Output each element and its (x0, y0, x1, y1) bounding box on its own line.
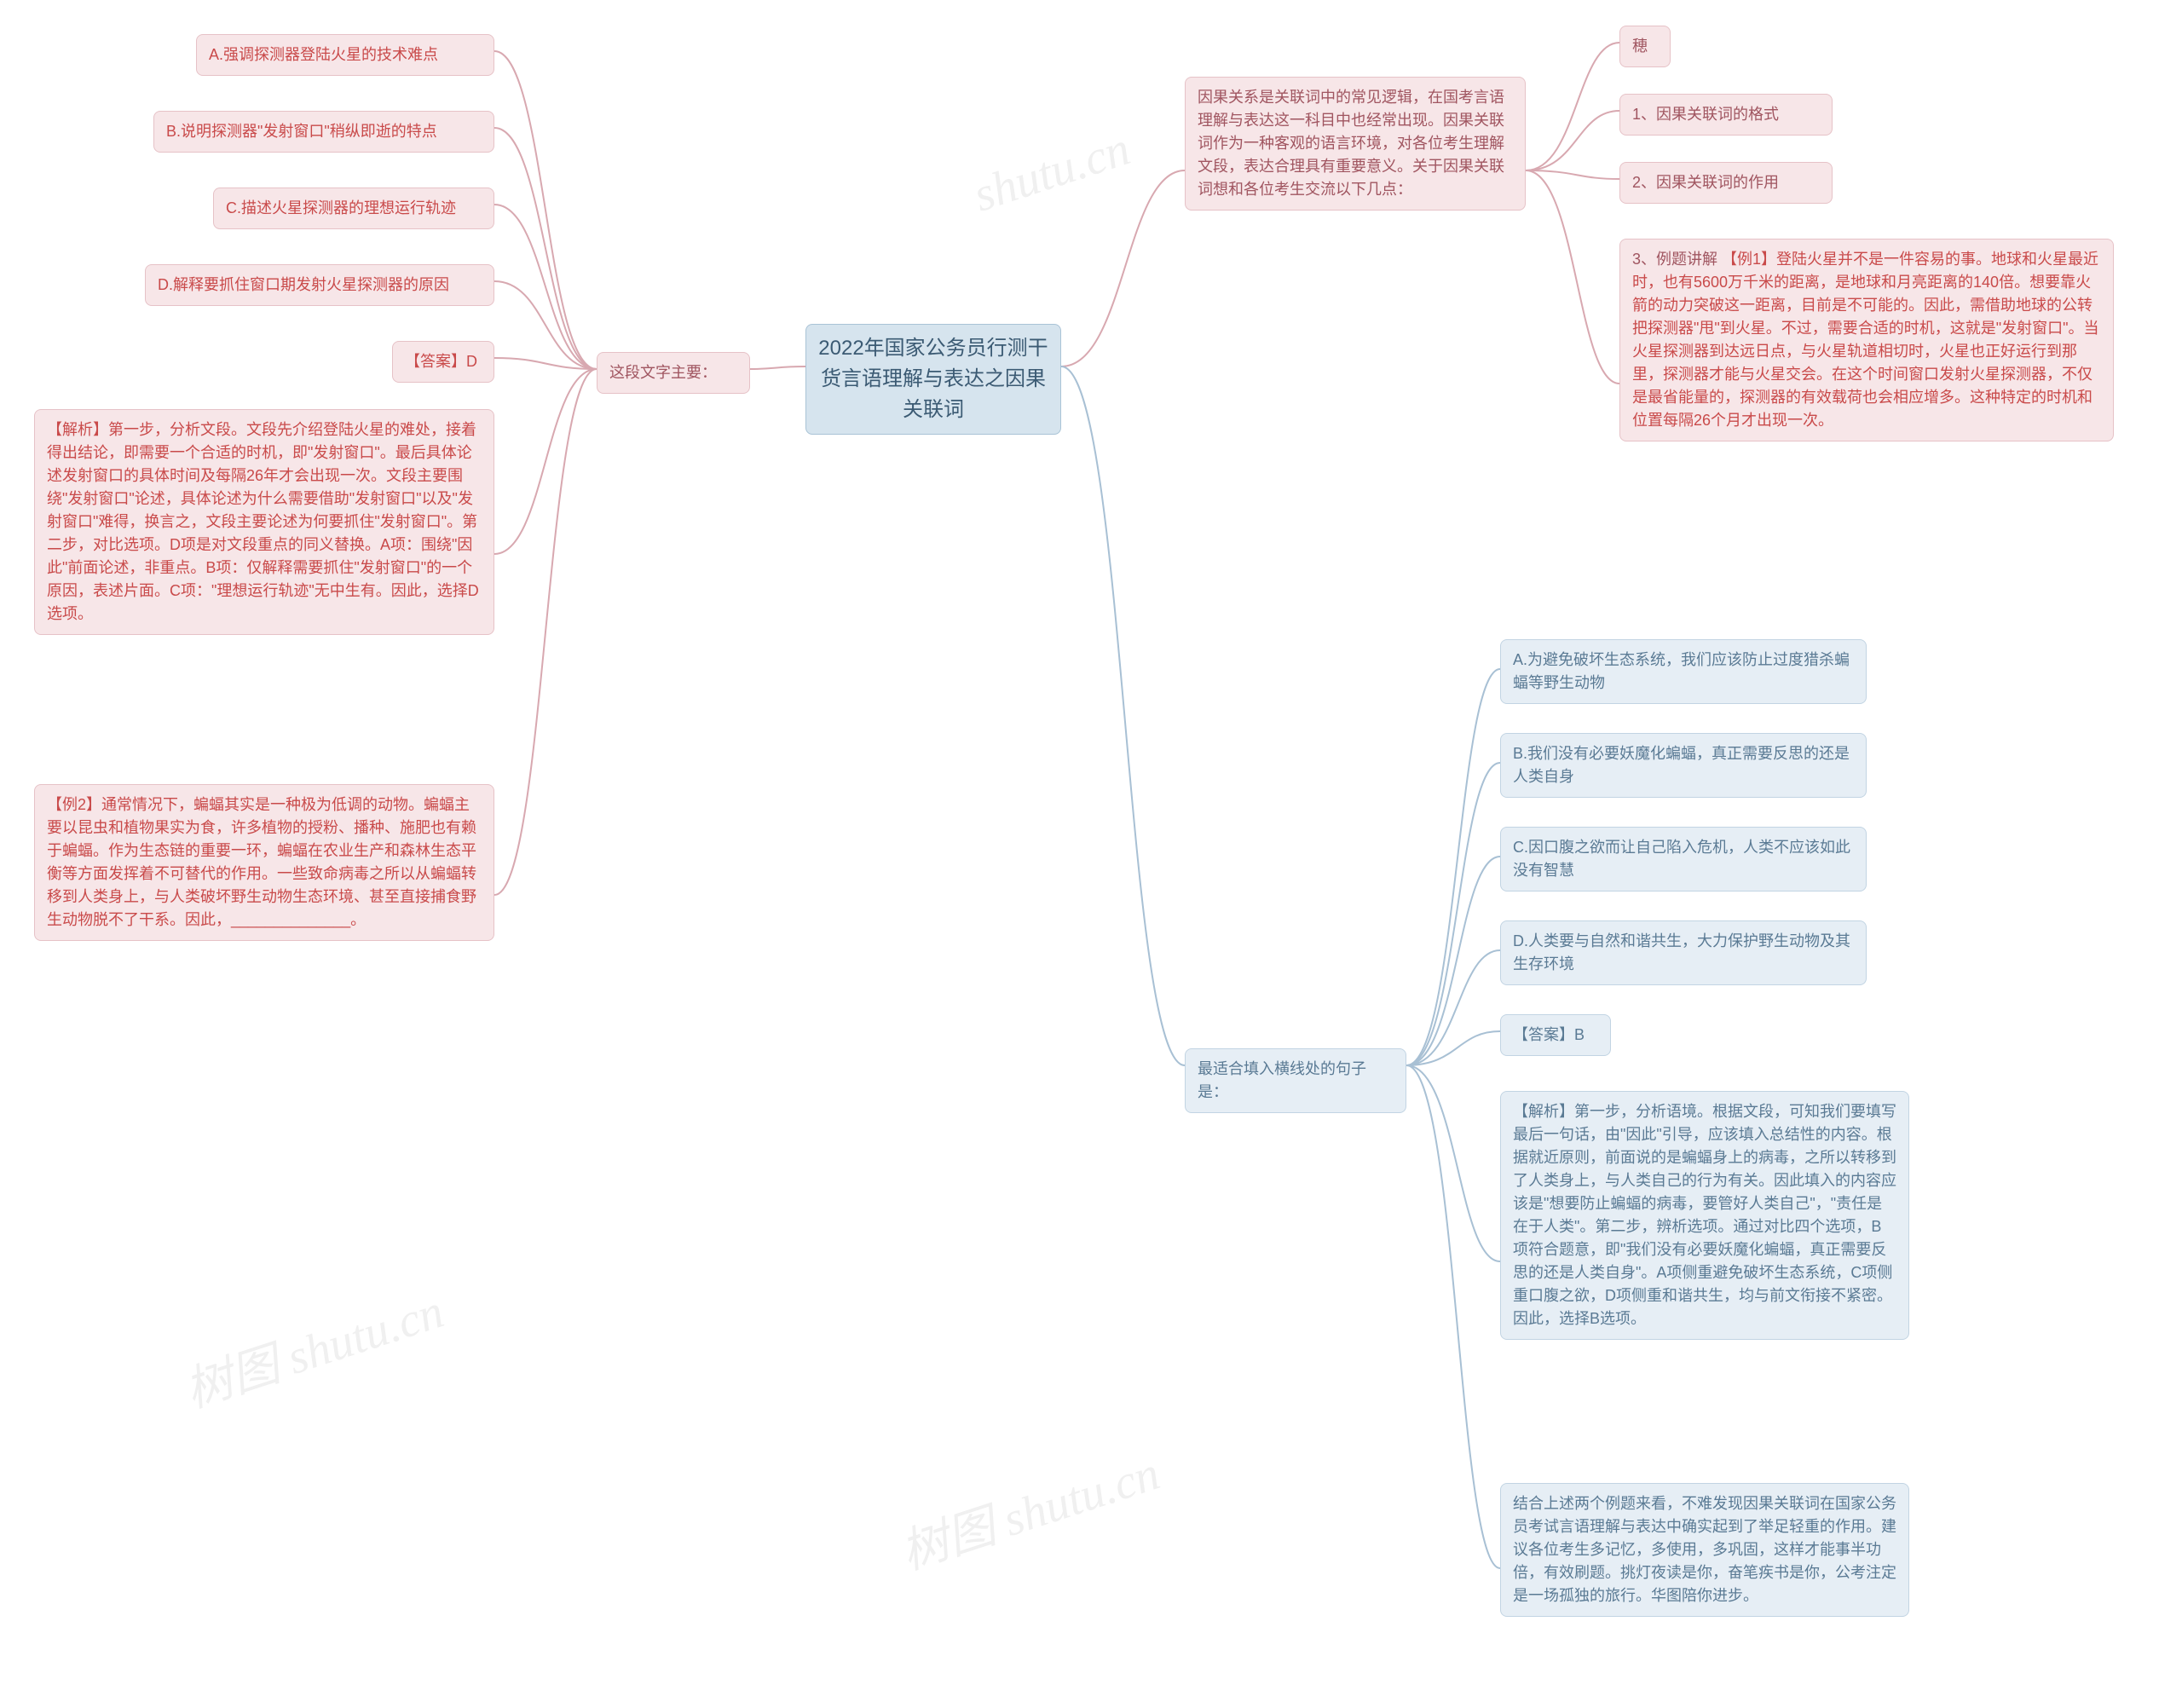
analysis-1: 【解析】第一步，分析文段。文段先介绍登陆火星的难处，接着得出结论，即需要一个合适… (34, 409, 494, 635)
opt2-d: D.人类要与自然和谐共生，大力保护野生动物及其生存环境 (1500, 920, 1867, 985)
ans-d: 【答案】D (392, 341, 494, 383)
watermark: 树图 shutu.cn (175, 1272, 451, 1421)
right-child-1: 穂 (1619, 26, 1671, 67)
right-child-4: 3、例题讲解 【例1】登陆火星并不是一件容易的事。地球和火星最近时，也有5600… (1619, 239, 2114, 441)
opt-b: B.说明探测器"发射窗口"稍纵即逝的特点 (153, 111, 494, 153)
watermark: shutu.cn (967, 121, 1137, 222)
example-2: 【例2】通常情况下，蝙蝠其实是一种极为低调的动物。蝙蝠主要以昆虫和植物果实为食，… (34, 784, 494, 941)
ex1-label: 3、例题讲解 (1632, 251, 1717, 268)
opt-a: A.强调探测器登陆火星的技术难点 (196, 34, 494, 76)
summary: 结合上述两个例题来看，不难发现因果关联词在国家公务员考试言语理解与表达中确实起到… (1500, 1483, 1909, 1617)
left-main-label: 这段文字主要： (597, 352, 750, 394)
analysis-2: 【解析】第一步，分析语境。根据文段，可知我们要填写最后一句话，由"因此"引导，应… (1500, 1091, 1909, 1340)
opt-d: D.解释要抓住窗口期发射火星探测器的原因 (145, 264, 494, 306)
right-child-3: 2、因果关联词的作用 (1619, 162, 1833, 204)
opt2-c: C.因口腹之欲而让自己陷入危机，人类不应该如此没有智慧 (1500, 827, 1867, 892)
center-node: 2022年国家公务员行测干货言语理解与表达之因果关联词 (805, 324, 1061, 435)
opt-c: C.描述火星探测器的理想运行轨迹 (213, 188, 494, 229)
ans2-b: 【答案】B (1500, 1014, 1611, 1056)
opt2-a: A.为避免破坏生态系统，我们应该防止过度猎杀蝙蝠等野生动物 (1500, 639, 1867, 704)
right-main2-label: 最适合填入横线处的句子是： (1185, 1048, 1406, 1113)
right-child-2: 1、因果关联词的格式 (1619, 94, 1833, 136)
watermark: 树图 shutu.cn (891, 1434, 1167, 1583)
opt2-b: B.我们没有必要妖魔化蝙蝠，真正需要反思的还是人类自身 (1500, 733, 1867, 798)
right-intro: 因果关系是关联词中的常见逻辑，在国考言语理解与表达这一科目中也经常出现。因果关联… (1185, 77, 1526, 211)
ex1-body: 【例1】登陆火星并不是一件容易的事。地球和火星最近时，也有5600万千米的距离，… (1632, 251, 2099, 429)
